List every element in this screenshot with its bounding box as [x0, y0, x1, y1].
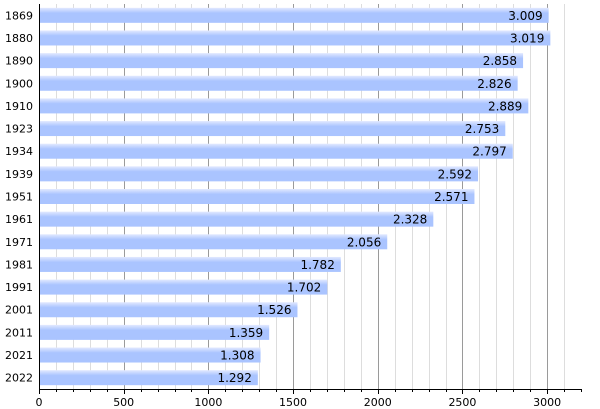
value-label: 2.826	[477, 77, 511, 91]
bar	[39, 256, 341, 272]
category-label: 1991	[5, 281, 33, 294]
category-label: 1939	[5, 168, 33, 181]
value-label: 1.702	[287, 281, 321, 295]
category-label: 2021	[5, 349, 33, 362]
value-label: 1.308	[220, 349, 254, 363]
bar-group: 1890 2.858	[5, 53, 524, 69]
bar-group: 1900 2.826	[5, 75, 518, 91]
bar-group: 1951 2.571	[5, 189, 475, 204]
bar	[39, 189, 475, 204]
value-label: 1.782	[300, 258, 334, 272]
bar	[39, 234, 388, 250]
category-label: 1934	[5, 145, 33, 158]
category-label: 1900	[5, 77, 33, 90]
bar-group: 1991 1.702	[5, 279, 328, 295]
bar	[39, 30, 551, 46]
value-label: 1.292	[217, 371, 251, 385]
category-label: 1869	[5, 9, 33, 22]
bar-group: 2022 1.292	[5, 370, 258, 386]
bar-group: 2021 1.308	[5, 347, 261, 363]
value-label: 2.571	[434, 190, 468, 204]
category-label: 1951	[5, 191, 33, 204]
bar-group: 1923 2.753	[5, 121, 506, 137]
bar-group: 1939 2.592	[5, 166, 479, 182]
category-label: 1890	[5, 55, 33, 68]
bars: 1869 3.009 1880 3.019 1890 2.858 1900 2.826 1910…	[5, 7, 551, 386]
bar-group: 1934 2.797	[5, 143, 513, 159]
bar	[39, 75, 518, 91]
bar	[39, 143, 513, 159]
bar-group: 1981 1.782	[5, 256, 341, 272]
category-label: 2011	[5, 326, 33, 339]
bar	[39, 279, 328, 295]
value-label: 2.328	[393, 213, 427, 227]
bar-group: 2011 1.359	[5, 324, 270, 340]
bar	[39, 324, 270, 340]
bar-group: 2001 1.526	[5, 302, 298, 318]
value-label: 1.359	[229, 326, 263, 340]
bar	[39, 7, 549, 23]
category-label: 2022	[5, 372, 33, 385]
x-tick-label: 2500	[448, 396, 476, 409]
value-label: 2.889	[488, 99, 522, 113]
x-tick-label: 1000	[194, 396, 222, 409]
value-label: 2.056	[347, 235, 381, 249]
bar	[39, 370, 258, 386]
category-label: 1961	[5, 213, 33, 226]
bar	[39, 347, 261, 363]
x-tick-label: 500	[113, 396, 134, 409]
bar	[39, 211, 434, 227]
x-axis: 0 500 1000 1500 2000 2500 3000	[36, 4, 582, 409]
value-label: 3.009	[508, 9, 542, 23]
category-label: 2001	[5, 304, 33, 317]
value-label: 2.753	[465, 122, 499, 136]
bar	[39, 121, 506, 137]
bar-group: 1961 2.328	[5, 211, 434, 227]
bar	[39, 302, 298, 318]
value-label: 2.592	[438, 167, 472, 181]
bar-group: 1910 2.889	[5, 98, 529, 114]
bar-group: 1880 3.019	[5, 30, 551, 46]
x-tick-label: 1500	[279, 396, 307, 409]
x-tick-label: 2000	[364, 396, 392, 409]
x-tick-label: 0	[36, 396, 43, 409]
bar-group: 1971 2.056	[5, 234, 388, 250]
category-label: 1880	[5, 32, 33, 45]
value-label: 3.019	[510, 31, 544, 45]
bar-group: 1869 3.009	[5, 7, 549, 23]
category-label: 1981	[5, 258, 33, 271]
value-label: 2.797	[472, 145, 506, 159]
value-label: 2.858	[483, 54, 517, 68]
bar	[39, 98, 529, 114]
bar	[39, 166, 479, 182]
category-label: 1910	[5, 100, 33, 113]
x-tick-label: 3000	[533, 396, 561, 409]
category-label: 1971	[5, 236, 33, 249]
value-label: 1.526	[257, 303, 291, 317]
bar	[39, 53, 524, 69]
category-label: 1923	[5, 123, 33, 136]
